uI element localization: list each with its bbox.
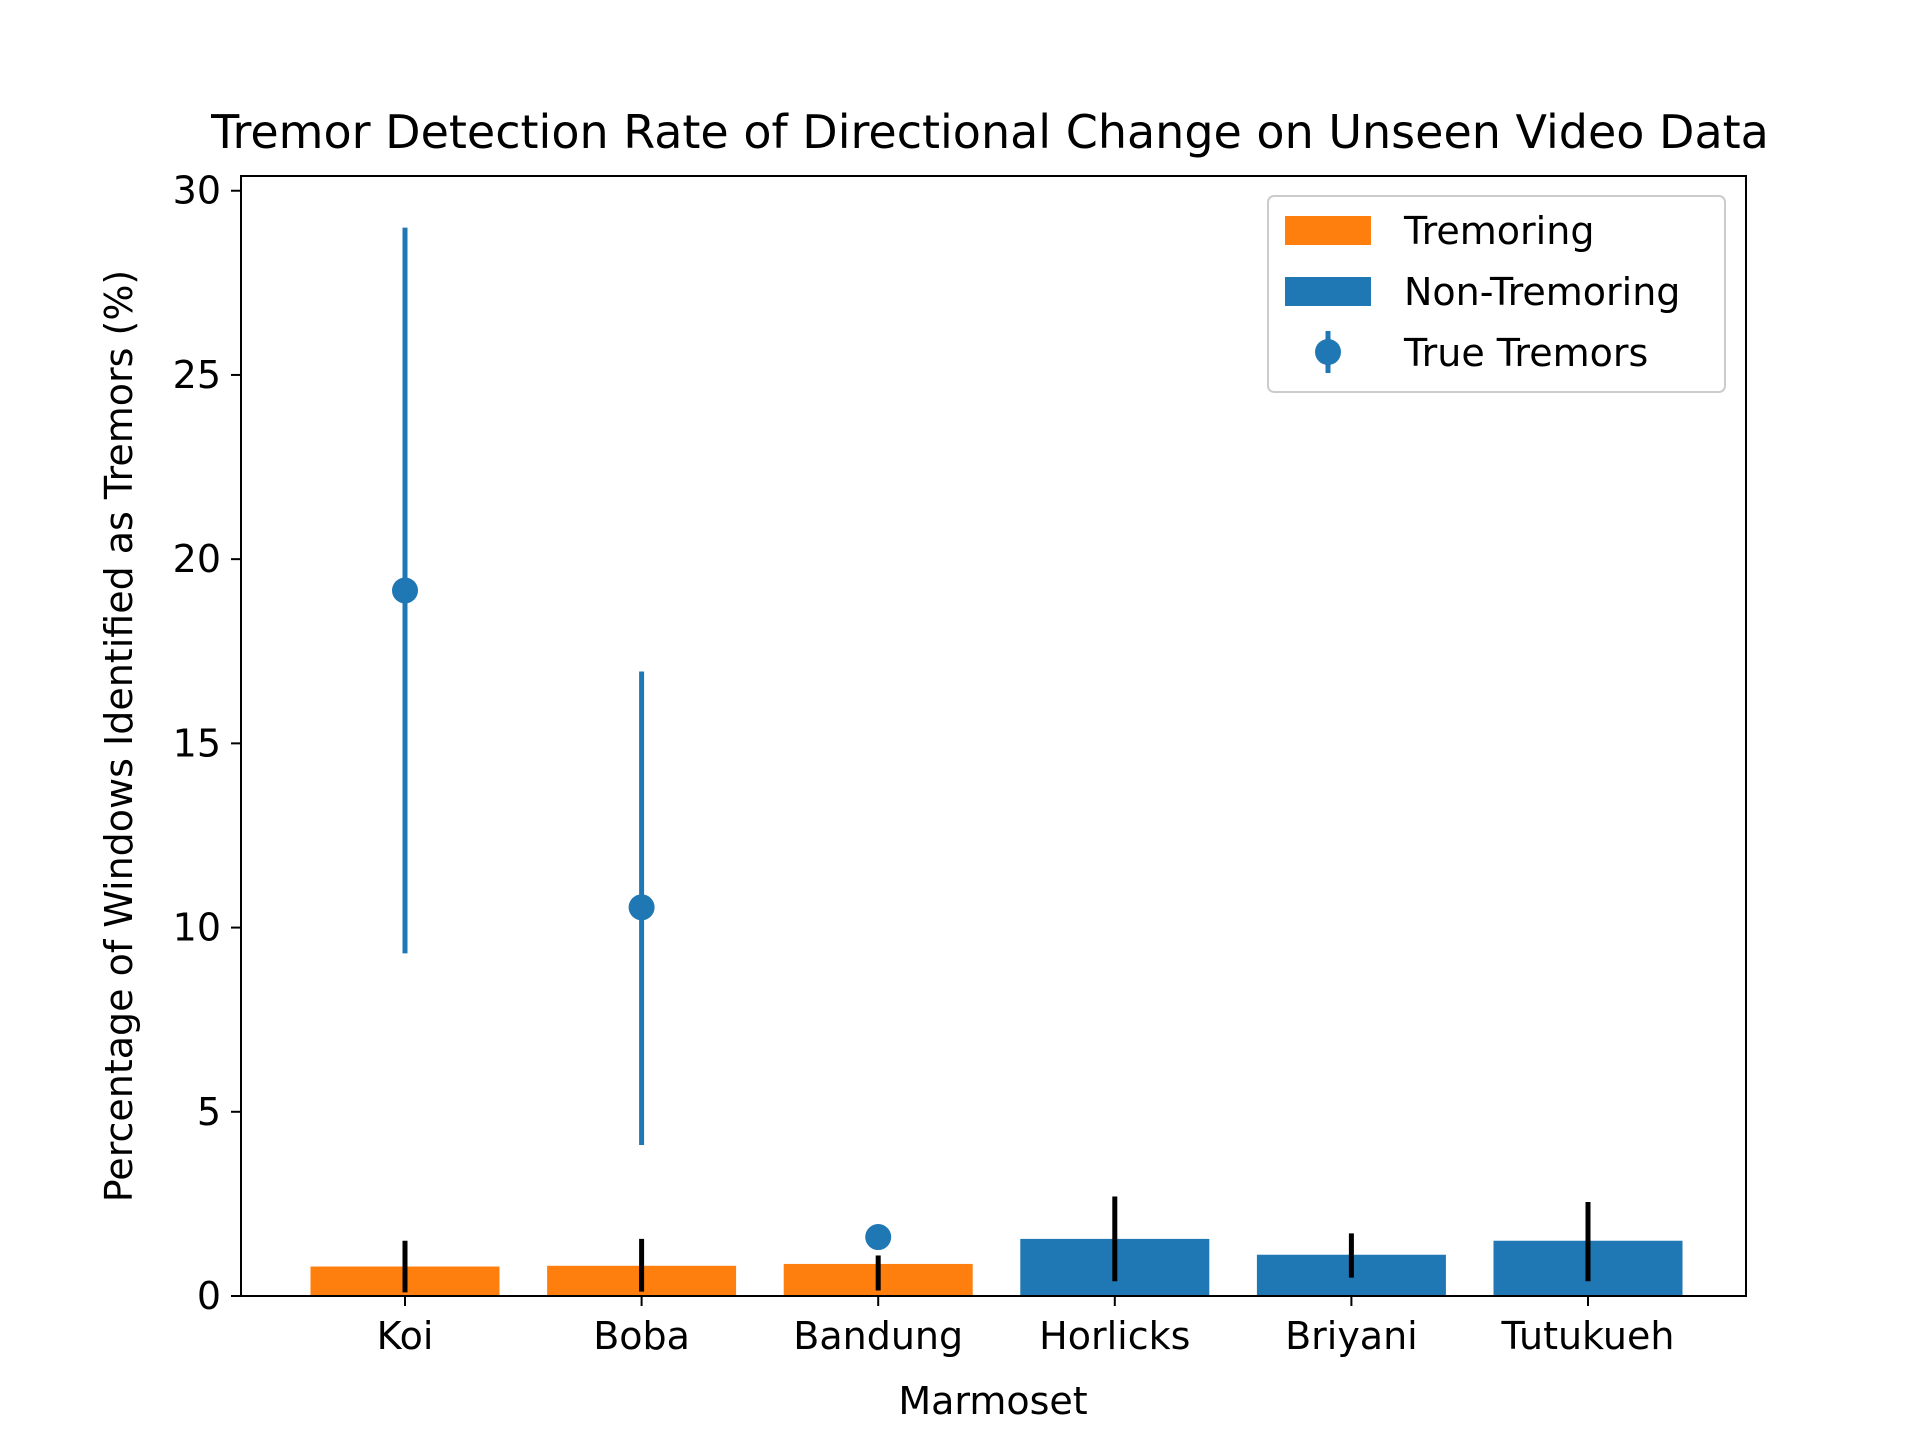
y-axis-label: Percentage of Windows Identified as Trem…	[97, 270, 141, 1203]
true-tremor-point-koi	[392, 577, 418, 604]
legend-label-true-tremors: True Tremors	[1403, 331, 1648, 375]
y-tick-label-10: 10	[173, 906, 221, 950]
x-tick-label-tutukueh: Tutukueh	[1501, 1314, 1675, 1358]
x-tick-label-boba: Boba	[593, 1314, 690, 1358]
y-tick-label-0: 0	[197, 1274, 221, 1318]
legend-label-tremoring: Tremoring	[1403, 209, 1594, 253]
x-tick-label-koi: Koi	[377, 1314, 434, 1358]
y-tick-label-15: 15	[173, 721, 221, 765]
y-tick-label-5: 5	[197, 1090, 221, 1134]
plot-frame	[240, 175, 1747, 1297]
x-axis-label: Marmoset	[898, 1379, 1087, 1423]
y-tick-label-25: 25	[173, 353, 221, 397]
true-tremor-point-boba	[628, 894, 655, 921]
legend-marker-true-tremors	[1315, 339, 1341, 365]
x-tick-label-horlicks: Horlicks	[1039, 1314, 1190, 1358]
axes: 0 5 10 15 20 25 30 Koi Boba Bandung Horlicks Briyan…	[173, 169, 1675, 1358]
legend-swatch-tremoring	[1285, 216, 1371, 245]
legend-frame	[1267, 195, 1726, 393]
true-tremor-point-bandung	[865, 1224, 892, 1251]
chart-title: Tremor Detection Rate of Directional Cha…	[210, 105, 1769, 159]
x-tick-label-briyani: Briyani	[1285, 1314, 1418, 1358]
x-tick-label-bandung: Bandung	[793, 1314, 963, 1358]
y-tick-label-30: 30	[173, 169, 221, 213]
legend: Tremoring Non-Tremoring True Tremors	[1267, 195, 1726, 393]
plot-area	[310, 227, 1683, 1296]
y-tick-label-20: 20	[173, 537, 221, 581]
legend-label-non-tremoring: Non-Tremoring	[1404, 270, 1680, 314]
legend-swatch-non-tremoring	[1285, 277, 1371, 306]
